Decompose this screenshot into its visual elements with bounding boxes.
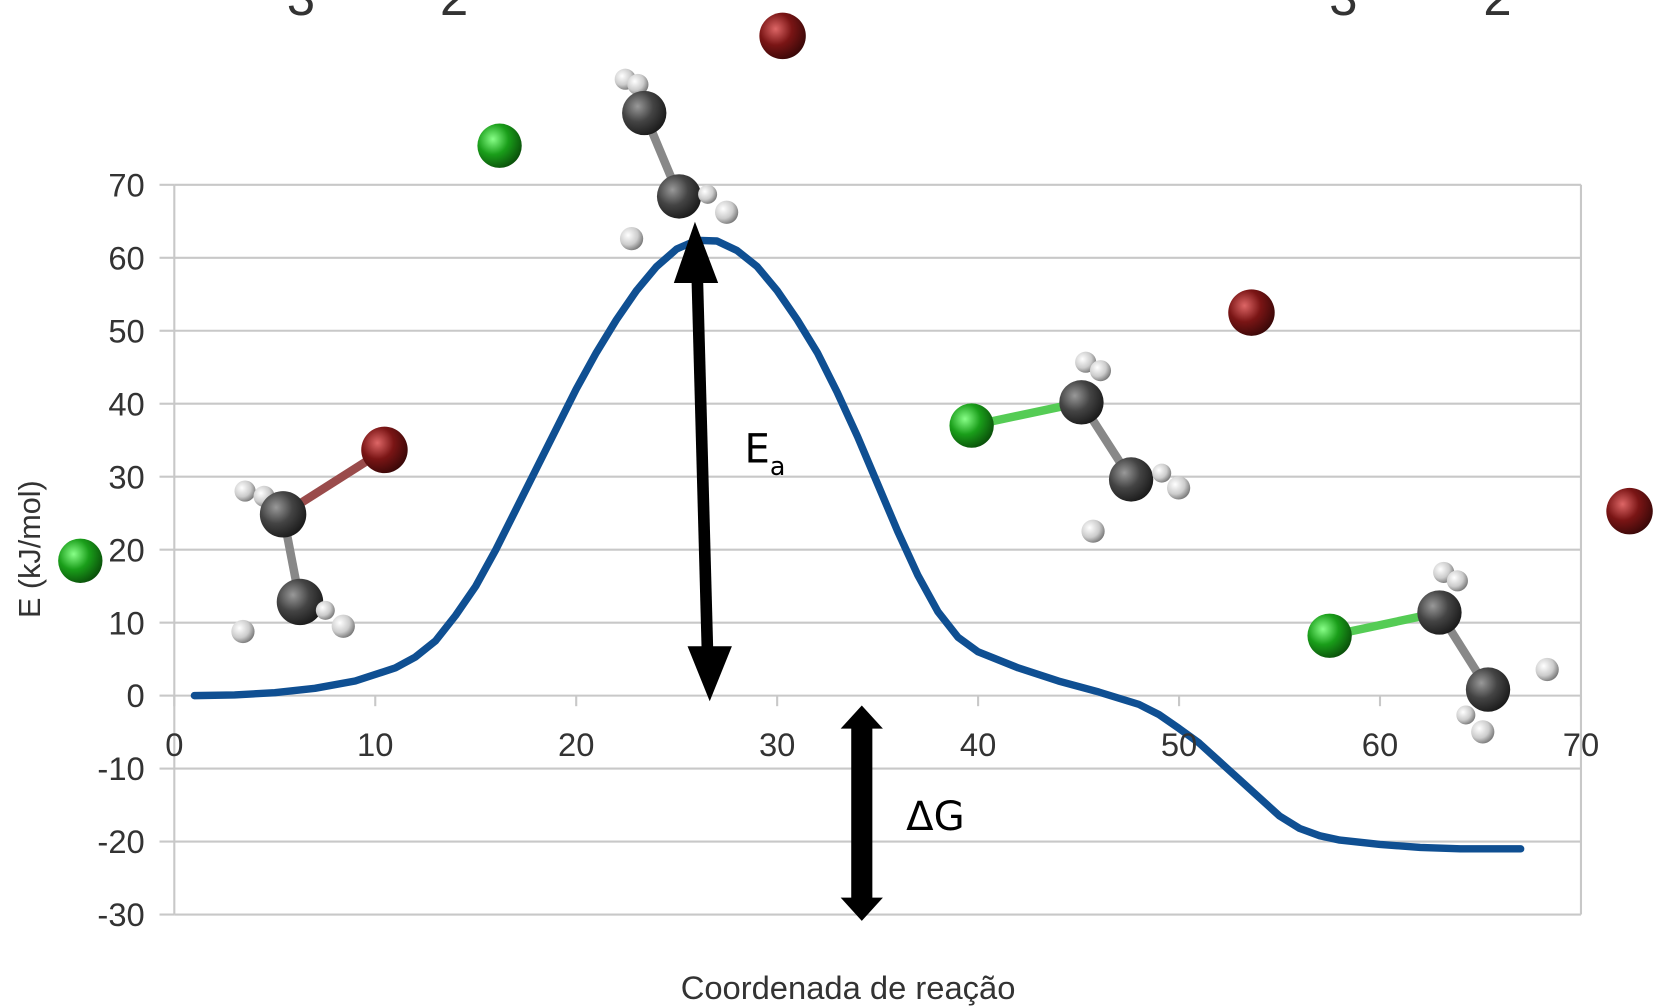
- top-fragment: 2: [440, 0, 468, 26]
- x-tick-label: 30: [759, 726, 795, 763]
- y-tick-label: 10: [108, 604, 144, 641]
- atom: [1059, 380, 1103, 424]
- atom: [316, 601, 335, 620]
- atom: [332, 615, 355, 638]
- top-fragment: 3: [287, 0, 315, 26]
- y-tick-label: 0: [127, 677, 145, 714]
- atom: [620, 227, 643, 250]
- atom: [622, 91, 666, 135]
- atom: [231, 620, 254, 643]
- atom: [1152, 464, 1171, 483]
- atom: [1466, 667, 1510, 711]
- x-tick-label: 40: [960, 726, 996, 763]
- y-tick-label: 70: [108, 166, 144, 203]
- y-tick-label: -30: [97, 896, 144, 933]
- molecule-transition: [477, 13, 805, 251]
- page: {"chart_data": { "type": "line", "x_labe…: [0, 0, 1656, 1008]
- top-fragment: 3: [1329, 0, 1357, 26]
- dg-arrow: [841, 705, 883, 920]
- atom: [260, 491, 306, 537]
- atom: [1167, 476, 1190, 499]
- atom: [1456, 705, 1475, 724]
- atom: [1109, 457, 1153, 501]
- y-tick-label: -20: [97, 823, 144, 860]
- atom: [477, 124, 521, 168]
- y-tick-label: 50: [108, 312, 144, 349]
- top-fragment: 2: [1483, 0, 1511, 26]
- molecule-products: [1307, 488, 1652, 744]
- atom: [58, 539, 102, 583]
- atom: [1536, 658, 1559, 681]
- atom: [657, 174, 701, 218]
- arrow-shaft: [697, 269, 708, 657]
- atom: [1090, 360, 1111, 381]
- x-tick-label: 10: [357, 726, 393, 763]
- x-tick-label: 60: [1362, 726, 1398, 763]
- top-fragments: 3 2 3 2: [287, 0, 1512, 26]
- atom: [1081, 520, 1104, 543]
- x-tick-label: 70: [1563, 726, 1599, 763]
- y-tick-label: 20: [108, 531, 144, 568]
- arrow-head: [674, 222, 718, 283]
- arrow-head: [688, 646, 732, 701]
- y-tick-label: 30: [108, 458, 144, 495]
- ea-arrow: [674, 222, 732, 701]
- x-tick-label: 20: [558, 726, 594, 763]
- ea-subscript: a: [770, 451, 786, 481]
- atom: [759, 13, 805, 59]
- chart: Ea ΔG 3 2 3 2 -30 -20 -10 0 10 20 30 40 50 60 70 0 10 20…: [0, 0, 1656, 1008]
- atom: [1606, 488, 1652, 534]
- arrow-head: [841, 898, 883, 921]
- x-tick-label: 50: [1161, 726, 1197, 763]
- atom: [715, 201, 738, 224]
- y-tick-label: -10: [97, 750, 144, 787]
- atom: [1417, 590, 1461, 634]
- ea-main: E: [745, 427, 770, 473]
- x-axis-label: Coordenada de reação: [681, 969, 1016, 1006]
- atom: [1307, 614, 1351, 658]
- y-tick-label: 60: [108, 239, 144, 276]
- y-axis-label: E (kJ/mol): [13, 480, 47, 618]
- atom: [1471, 720, 1494, 743]
- arrow-shaft: [851, 718, 872, 908]
- atom: [1447, 570, 1468, 591]
- ea-label: Ea: [745, 427, 786, 482]
- atom: [361, 427, 407, 473]
- atom: [949, 403, 993, 447]
- molecule-intermediate: [949, 289, 1274, 542]
- atom: [234, 481, 255, 502]
- atom: [277, 579, 323, 625]
- y-tick-label: 40: [108, 385, 144, 422]
- arrow-head: [841, 705, 883, 728]
- dg-label: ΔG: [906, 794, 965, 840]
- x-tick-label: 0: [165, 726, 183, 763]
- atom: [698, 185, 717, 204]
- atom: [1228, 289, 1274, 335]
